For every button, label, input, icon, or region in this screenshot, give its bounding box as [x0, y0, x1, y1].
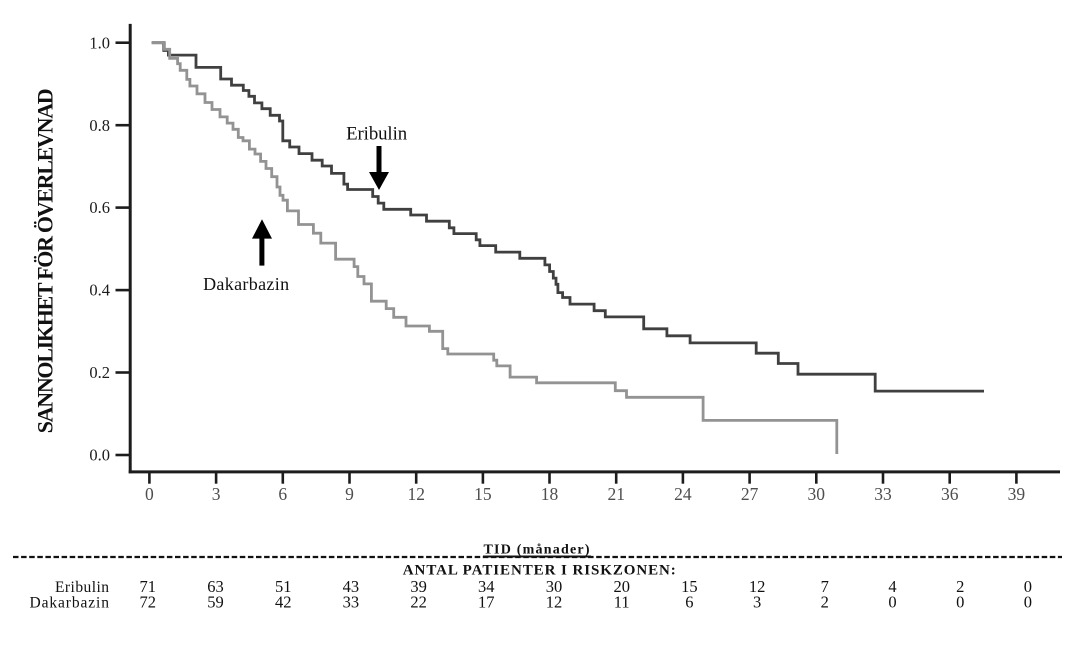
svg-text:0: 0	[1024, 577, 1032, 596]
svg-text:71: 71	[140, 577, 157, 596]
svg-text:1.0: 1.0	[89, 33, 110, 52]
svg-text:30: 30	[546, 577, 563, 596]
svg-text:11: 11	[614, 593, 630, 612]
svg-text:TID (månader): TID (månader)	[484, 543, 590, 558]
svg-text:42: 42	[275, 593, 292, 612]
svg-text:15: 15	[681, 577, 698, 596]
svg-text:2: 2	[821, 593, 829, 612]
svg-text:17: 17	[478, 593, 495, 612]
svg-text:0: 0	[956, 593, 964, 612]
svg-text:3: 3	[753, 593, 761, 612]
svg-text:21: 21	[607, 484, 625, 504]
svg-text:0.4: 0.4	[89, 281, 110, 300]
svg-text:6: 6	[685, 593, 693, 612]
svg-text:2: 2	[956, 577, 964, 596]
svg-text:3: 3	[212, 484, 221, 504]
svg-text:72: 72	[140, 593, 157, 612]
svg-text:0: 0	[145, 484, 154, 504]
svg-text:12: 12	[546, 593, 563, 612]
svg-text:Eribulin: Eribulin	[55, 579, 109, 596]
svg-text:Dakarbazin: Dakarbazin	[30, 595, 110, 612]
svg-text:39: 39	[1008, 484, 1026, 504]
svg-text:27: 27	[741, 484, 759, 504]
svg-text:30: 30	[808, 484, 826, 504]
svg-text:Eribulin: Eribulin	[346, 124, 408, 145]
svg-text:51: 51	[275, 577, 292, 596]
svg-text:7: 7	[821, 577, 829, 596]
svg-text:0: 0	[888, 593, 896, 612]
svg-text:33: 33	[343, 593, 360, 612]
svg-text:6: 6	[278, 484, 287, 504]
svg-text:39: 39	[410, 577, 427, 596]
svg-text:0.8: 0.8	[89, 116, 110, 135]
svg-text:0.2: 0.2	[89, 363, 110, 382]
svg-text:20: 20	[613, 577, 630, 596]
svg-text:33: 33	[874, 484, 892, 504]
svg-text:0.0: 0.0	[89, 446, 110, 465]
svg-text:ANTAL PATIENTER I RISKZONEN:: ANTAL PATIENTER I RISKZONEN:	[403, 563, 676, 579]
svg-text:36: 36	[941, 484, 959, 504]
svg-text:SANNOLIKHET FÖR ÖVERLEVNAD: SANNOLIKHET FÖR ÖVERLEVNAD	[33, 88, 58, 433]
svg-text:22: 22	[410, 593, 427, 612]
svg-text:Dakarbazin: Dakarbazin	[203, 274, 289, 294]
svg-text:0: 0	[1024, 593, 1032, 612]
svg-text:59: 59	[207, 593, 224, 612]
svg-text:0.6: 0.6	[89, 198, 110, 217]
svg-text:12: 12	[407, 484, 425, 504]
svg-text:12: 12	[749, 577, 766, 596]
svg-text:4: 4	[888, 577, 896, 596]
svg-text:18: 18	[541, 484, 559, 504]
svg-text:9: 9	[345, 484, 354, 504]
svg-text:63: 63	[207, 577, 224, 596]
svg-text:34: 34	[478, 577, 495, 596]
svg-text:15: 15	[474, 484, 492, 504]
svg-text:24: 24	[674, 484, 692, 504]
svg-text:43: 43	[343, 577, 360, 596]
